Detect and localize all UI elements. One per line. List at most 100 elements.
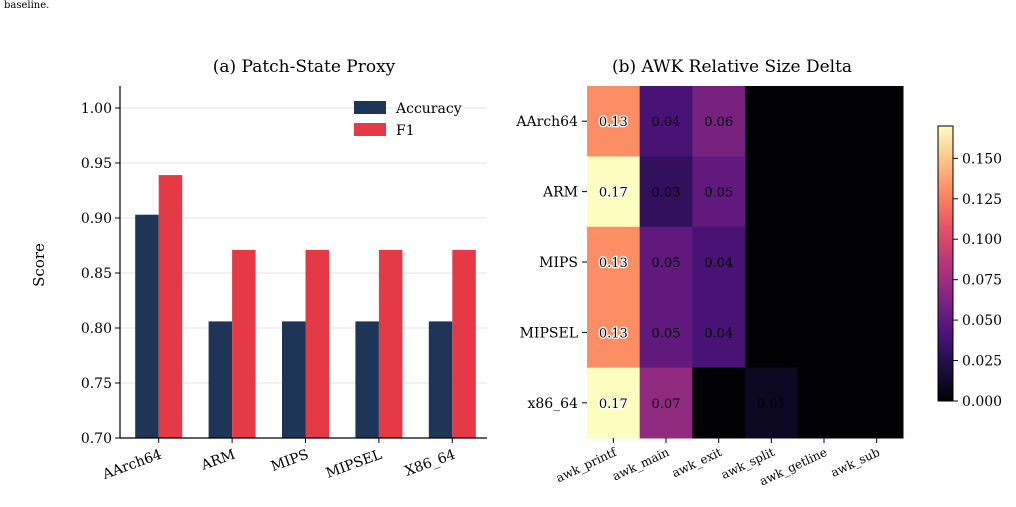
legend-swatch-accuracy: [354, 101, 386, 114]
colorbar-tick-label: 0.075: [962, 273, 1002, 289]
heatmap-value-label: 0.00: [704, 397, 733, 412]
heatmap-value-label: 0.00: [810, 326, 839, 341]
heatmap-value-label: 0.00: [862, 326, 891, 341]
heatmap-value-label: 0.00: [810, 186, 839, 201]
bar-accuracy-aarch64: [135, 214, 159, 438]
colorbar-tick-label: 0.150: [962, 151, 1002, 167]
heatmap-cell-mips-awk_split: [745, 226, 799, 298]
bar-f1-mips: [305, 249, 329, 438]
heatmap-value-label: 0.17: [599, 397, 628, 412]
y-tick-label: 0.85: [81, 266, 112, 282]
heatmap-cell-x86_64-awk_sub: [850, 367, 904, 439]
axes: [119, 86, 487, 439]
heatmap-value-label: 0.04: [704, 326, 733, 341]
y-tick-label: 0.90: [81, 211, 112, 227]
heatmap-value-label: 0.04: [704, 256, 733, 271]
caption-fragment: baseline.: [4, 0, 50, 11]
heatmap-cell-arm-awk_split: [745, 156, 799, 228]
heatmap-value-label: 0.13: [599, 326, 628, 341]
y-tick-label: 0.70: [81, 431, 112, 447]
bar-accuracy-arm: [208, 321, 233, 438]
bars: [135, 175, 476, 438]
heatmap-value-label: 0.00: [862, 256, 891, 271]
heatmap-value-label: 0.03: [652, 186, 681, 201]
heatmap-cell-aarch64-awk_split: [745, 86, 799, 157]
x-tick-label: ARM: [198, 447, 237, 474]
bar-f1-mipsel: [378, 249, 403, 438]
heatmap-value-label: 0.17: [599, 186, 628, 201]
legend-swatch-f1: [354, 123, 386, 136]
heatmap-value-label: 0.00: [757, 186, 786, 201]
x-ticks: AArch64 ARM MIPS MIPSEL X86_64: [100, 438, 458, 483]
heatmap-cell-mips-awk_sub: [850, 226, 904, 298]
heatmap-cell-mipsel-awk_split: [745, 297, 799, 369]
heatmap-value-label: 0.00: [757, 115, 786, 130]
bar-f1-arm: [232, 249, 256, 438]
row-tick-label: MIPS: [539, 255, 578, 271]
row-tick-label: ARM: [542, 185, 578, 201]
row-ticks: AArch64 ARM MIPS MIPSEL x86_64: [515, 114, 587, 412]
y-tick-label: 1.00: [81, 101, 112, 117]
y-tick-label: 0.95: [81, 156, 112, 172]
heatmap-cell-aarch64-awk_sub: [850, 86, 904, 157]
heatmap-value-label: 0.05: [704, 186, 733, 201]
heatmap-cell-mips-awk_exit: [692, 226, 746, 298]
colorbar-tick-label: 0.000: [962, 394, 1002, 410]
heatmap-cell-mipsel-awk_printf: [587, 297, 641, 369]
colorbar-tick-label: 0.100: [962, 232, 1002, 248]
colorbar-tick-label: 0.050: [962, 313, 1002, 329]
bar-chart-panel: (a) Patch-State Proxy Score 0.70 0.75 0.80…: [30, 57, 487, 483]
heatmap-cell-mipsel-awk_main: [639, 297, 693, 369]
heatmap-cell-x86_64-awk_getline: [797, 367, 851, 439]
chart-title: (a) Patch-State Proxy: [213, 57, 396, 77]
bar-f1-aarch64: [158, 175, 183, 438]
heatmap-value-label: 0.04: [652, 115, 681, 130]
heatmap-value-label: 0.00: [862, 186, 891, 201]
x-tick-label: MIPS: [269, 447, 311, 475]
bar-accuracy-mips: [282, 321, 306, 438]
row-tick-label: AArch64: [515, 114, 578, 130]
heatmap-value-label: 0.05: [652, 256, 681, 271]
heatmap-cell-mipsel-awk_exit: [692, 297, 746, 369]
heatmap-cells: [587, 86, 904, 439]
heatmap-cell-mipsel-awk_sub: [850, 297, 904, 369]
colorbar-tick-label: 0.125: [962, 192, 1002, 208]
heatmap-cell-mips-awk_printf: [587, 226, 641, 298]
y-ticks: 0.70 0.75 0.80 0.85 0.90 0.95 1.00: [81, 101, 120, 447]
heatmap-cell-aarch64-awk_getline: [797, 86, 851, 157]
colorbar-tick-label: 0.025: [962, 354, 1002, 370]
column-tick-label: awk_sub: [829, 445, 883, 480]
heatmap-value-label: 0.00: [757, 326, 786, 341]
colorbar: 0.000 0.025 0.050 0.075 0.100 0.125 0.150: [937, 125, 1002, 410]
x-tick-label: X86_64: [403, 447, 458, 480]
heatmap-value-label: 0.00: [810, 256, 839, 271]
y-tick-label: 0.80: [81, 321, 112, 337]
heatmap-value-label: 0.01: [757, 397, 786, 412]
bar-accuracy-x86_64: [428, 321, 453, 438]
column-ticks: awk_printfawk_mainawk_exitawk_splitawk_g…: [554, 438, 882, 488]
heatmap-cell-aarch64-awk_main: [639, 86, 693, 157]
bar-accuracy-mipsel: [355, 321, 379, 438]
heatmap-value-label: 0.05: [652, 326, 681, 341]
row-tick-label: x86_64: [527, 396, 578, 412]
heatmap-value-label: 0.00: [862, 397, 891, 412]
column-tick-label: awk_main: [610, 445, 671, 483]
heatmap-value-label: 0.06: [704, 115, 733, 130]
heatmap-cell-aarch64-awk_printf: [587, 86, 641, 157]
heatmap-cell-x86_64-awk_printf: [587, 367, 641, 439]
heatmap-cell-x86_64-awk_main: [639, 367, 693, 439]
x-tick-label: MIPSEL: [324, 447, 384, 482]
heatmap-cell-mips-awk_main: [639, 226, 693, 298]
x-tick-label: AArch64: [100, 447, 164, 483]
column-tick-label: awk_exit: [670, 445, 724, 480]
heatmap-cell-arm-awk_main: [639, 156, 693, 228]
heatmap-value-label: 0.00: [862, 115, 891, 130]
y-axis-label: Score: [30, 243, 48, 287]
heatmap-cell-x86_64-awk_exit: [692, 367, 746, 439]
heatmap-cell-mips-awk_getline: [797, 226, 851, 298]
row-tick-label: MIPSEL: [520, 325, 578, 341]
heatmap-cell-mipsel-awk_getline: [797, 297, 851, 369]
heatmap-value-labels: 0.13 0.04 0.06 0.00 0.00 0.00 0.17 0.03 0.05 0.00…: [598, 114, 892, 413]
heatmap-panel: (b) AWK Relative Size Delta 0.13 0.04 0.06…: [515, 57, 1002, 488]
